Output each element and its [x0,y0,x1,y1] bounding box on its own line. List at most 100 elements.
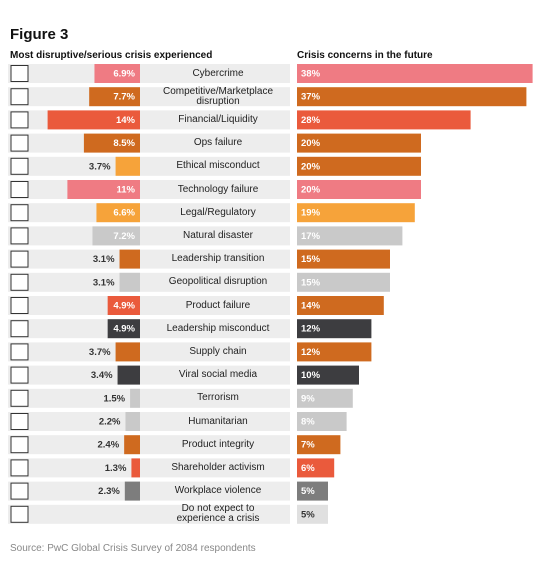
row-band [8,504,290,524]
row-icon [10,204,29,222]
value-label: 17% [301,231,321,242]
value-label: 8% [301,417,315,428]
value-label: 7% [301,440,315,451]
bar [297,133,421,153]
bar [115,342,140,362]
bar [297,504,328,524]
bar [297,435,341,455]
row-icon [10,134,29,152]
bar [124,435,140,455]
category-label: Do not expect to experience a crisis [176,503,260,525]
value-label: 15% [301,277,321,288]
bar [94,64,140,83]
value-label: 4.9% [113,301,135,312]
value-label: 38% [301,69,321,80]
bar [131,458,140,478]
bar [297,388,353,408]
row-icon [10,459,29,477]
value-label: 14% [301,301,321,312]
value-label: 12% [301,347,321,358]
value-label: 14% [116,115,136,126]
bar [67,180,140,199]
source: Source: PwC Global Crisis Survey of 2084… [10,543,256,554]
right-chart-title: Crisis concerns in the future [297,50,433,61]
category-label: Product integrity [181,438,255,450]
bar [107,319,140,339]
bar [297,296,384,315]
row-band [8,272,290,292]
bar [297,481,328,501]
bar [297,87,527,107]
value-label: 6.9% [113,69,135,80]
value-label: 3.7% [89,161,111,172]
bar [107,296,140,315]
category-label: Leadership misconduct [166,322,270,334]
value-label: 8.5% [113,138,135,149]
bar [297,156,421,176]
row-band [8,319,290,339]
value-label: 3.1% [93,277,115,288]
value-label: 20% [301,185,321,196]
value-label: 3.1% [93,254,115,265]
bar [92,226,140,246]
bar [119,249,140,269]
row-icon [10,227,29,245]
value-label: 20% [301,161,321,172]
value-label: 6.6% [113,208,135,219]
category-label: Financial/Liquidity [178,113,258,125]
category-label: Natural disaster [182,229,254,241]
category-label: Supply chain [189,345,247,357]
row-band [8,64,290,83]
row-band [8,133,290,153]
figure-title: Figure 3 [10,26,69,43]
category-label: Leadership transition [171,253,265,265]
row-icon [10,389,29,407]
row-icon [10,181,29,198]
value-label: 28% [301,115,321,126]
bar [297,365,359,385]
row-icon [10,413,29,430]
category-label: Competitive/Marketplace disruption [162,85,274,107]
category-label: Viral social media [178,369,258,381]
row-icon [10,505,29,523]
bar [297,203,415,223]
category-label: Technology failure [177,183,259,195]
row-icon [10,273,29,291]
bar [119,272,140,292]
value-label: 1.5% [103,393,125,404]
value-label: 9% [301,393,315,404]
category-label: Shareholder activism [171,461,265,473]
row-band [8,226,290,246]
value-label: 2.2% [99,417,121,428]
value-label: 5% [301,509,315,520]
row-icon [10,88,29,106]
value-label: 6% [301,463,315,474]
value-label: 12% [301,324,321,335]
value-label: 4.9% [113,324,135,335]
row-band [8,365,290,385]
bar [130,388,140,408]
bar [297,180,421,199]
value-label: 2.3% [98,486,120,497]
row-icon [10,297,29,314]
row-icon [10,366,29,384]
value-label: 19% [301,208,321,219]
bar [297,319,372,339]
bar [124,481,140,501]
value-label: 20% [301,138,321,149]
value-label: 7.2% [113,231,135,242]
category-label: Humanitarian [188,415,248,427]
row-icon [10,482,29,500]
row-icon [10,65,29,82]
bar [115,156,140,176]
left-chart-title: Most disruptive/serious crisis experienc… [10,50,213,61]
bar [47,110,140,130]
bar [96,203,140,223]
row-icon [10,320,29,338]
bar [297,342,372,362]
row-icon [10,157,29,175]
value-label: 11% [117,185,136,196]
row-band [8,481,290,501]
value-label: 2.4% [98,440,120,451]
bar [297,458,335,478]
